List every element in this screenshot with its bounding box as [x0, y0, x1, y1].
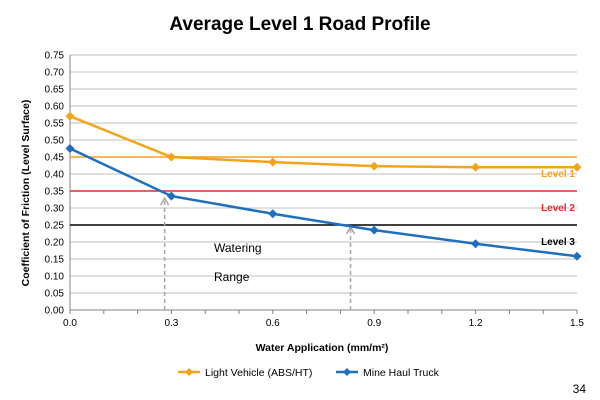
watering-text: Watering [214, 241, 262, 255]
x-tick-label: 0.6 [266, 318, 280, 329]
page-number: 34 [573, 382, 587, 396]
legend: Light Vehicle (ABS/HT) Mine Haul Truck [178, 367, 440, 379]
y-tick-label: 0.20 [45, 238, 65, 249]
y-tick-label: 0.50 [45, 136, 65, 147]
data-point [471, 239, 481, 249]
data-point [572, 251, 582, 261]
data-point [268, 209, 278, 219]
y-tick-label: 0.40 [45, 170, 65, 181]
data-point [166, 152, 176, 162]
x-axis-label: Water Application (mm/m²) [256, 342, 389, 354]
data-point [572, 162, 582, 172]
legend-entry: Light Vehicle (ABS/HT) [205, 367, 312, 379]
level-label: Level 1 [541, 169, 575, 180]
y-tick-label: 0.35 [45, 187, 65, 198]
y-tick-label: 0.10 [45, 272, 65, 283]
chart-title: Average Level 1 Road Profile [169, 14, 430, 35]
data-point [268, 157, 278, 167]
data-point [369, 161, 379, 171]
series-line [69, 115, 577, 169]
y-tick-label: 0.65 [45, 85, 65, 96]
y-tick-label: 0.75 [45, 51, 65, 62]
y-tick-label: 0.60 [45, 102, 65, 113]
x-tick-label: 1.5 [570, 318, 584, 329]
gridlines [70, 54, 577, 294]
y-tick-label: 0.30 [45, 204, 65, 215]
axes [69, 55, 578, 314]
y-tick-label: 0.70 [45, 68, 65, 79]
data-point [65, 144, 75, 153]
y-tick-label: 0.25 [45, 221, 65, 232]
data-point [65, 111, 75, 121]
x-tick-label: 0.9 [367, 318, 381, 329]
y-tick-label: 0.00 [45, 306, 65, 317]
series-line [69, 147, 578, 258]
x-tick-labels: 0.0 0.3 0.6 0.9 1.2 1.5 [63, 318, 584, 329]
y-tick-label: 0.55 [45, 119, 65, 130]
watering-text: Range [214, 270, 250, 284]
y-tick-label: 0.05 [45, 289, 65, 300]
series [65, 111, 582, 261]
y-tick-label: 0.15 [45, 255, 65, 266]
legend-entry: Mine Haul Truck [363, 367, 440, 379]
legend-swatch-marker [343, 368, 351, 376]
x-tick-label: 0.0 [63, 318, 77, 329]
watering-arrowhead [159, 196, 170, 206]
y-axis-label: Coefficient of Friction (Level Surface) [20, 100, 32, 287]
y-tick-labels: 0.00 0.05 0.10 0.15 0.20 0.25 0.30 0.35 0.40 0.45… [45, 51, 65, 317]
y-tick-label: 0.45 [45, 153, 65, 164]
level-label: Level 2 [541, 203, 575, 214]
x-tick-label: 1.2 [469, 318, 483, 329]
legend-swatch-marker [185, 368, 193, 376]
data-point [369, 225, 379, 235]
reference-lines: Level 1 Level 2 Level 3 [70, 156, 577, 248]
data-point [471, 162, 481, 172]
x-tick-label: 0.3 [164, 318, 178, 329]
data-point [166, 191, 176, 201]
level-label: Level 3 [541, 237, 575, 248]
